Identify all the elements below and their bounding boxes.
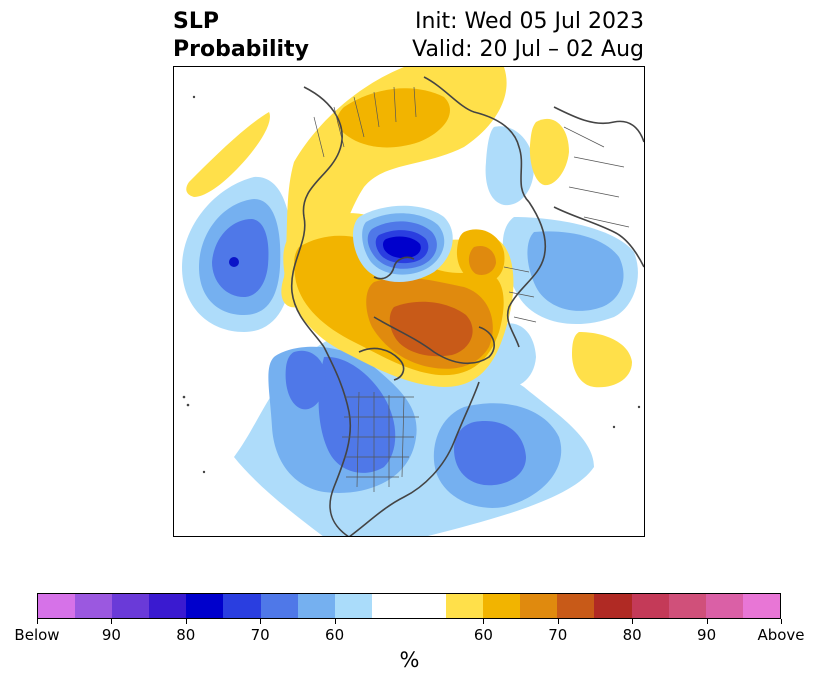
- colorbar-segment: [631, 594, 669, 618]
- chart-title: SLP Probability: [173, 8, 309, 64]
- above-light-region-arctic: [337, 88, 450, 148]
- colorbar-segment: [186, 594, 224, 618]
- colorbar-segment: [297, 594, 335, 618]
- above-faint-region-west: [186, 112, 270, 197]
- colorbar-segment: [705, 594, 743, 618]
- colorbar-tick: [706, 619, 708, 624]
- colorbar-unit-label: %: [399, 648, 420, 672]
- below-mid-region-atlantic: [454, 421, 526, 486]
- colorbar-tick: [632, 619, 634, 624]
- coast-dots: [182, 95, 641, 474]
- coastlines: [290, 76, 644, 536]
- colorbar-segment: [371, 594, 409, 618]
- colorbar-tick-label: 80: [176, 626, 196, 644]
- probability-fields: [182, 67, 638, 536]
- colorbar-tick: [37, 619, 38, 624]
- colorbar-tick-label: 70: [250, 626, 270, 644]
- colorbar-segment: [557, 594, 595, 618]
- colorbar-tick-label: 90: [101, 626, 121, 644]
- below-core-region-pole: [382, 236, 421, 259]
- above-strong-region-central: [389, 301, 473, 357]
- colorbar-segment: [446, 594, 484, 618]
- colorbar-tick-labels: Below 90 80 70 60 60 70 80 90 Above: [14, 626, 804, 646]
- above-mid-region-northeast: [468, 245, 496, 275]
- colorbar-segment: [75, 594, 113, 618]
- colorbar-tick: [260, 619, 262, 624]
- colorbar-tick: [185, 619, 187, 624]
- colorbar-tick: [111, 619, 113, 624]
- colorbar-tick: [557, 619, 559, 624]
- colorbar-segment: [408, 594, 447, 618]
- valid-range: Valid: 20 Jul – 02 Aug: [412, 37, 644, 62]
- above-faint-region-southeast: [572, 332, 632, 388]
- colorbar-tick-label: Above: [757, 626, 805, 644]
- colorbar: [37, 593, 781, 619]
- colorbar-tick-label: 70: [548, 626, 568, 644]
- colorbar-segment: [520, 594, 558, 618]
- colorbar-tick-label: 60: [325, 626, 345, 644]
- country-borders: [313, 86, 630, 492]
- below-mid-region-nw: [285, 350, 326, 410]
- colorbar-segment: [483, 594, 521, 618]
- colorbar-segment: [149, 594, 187, 618]
- below-mid-region-pacific: [212, 219, 269, 297]
- forecast-dates: Init: Wed 05 Jul 2023 Valid: 20 Jul – 02…: [412, 8, 644, 64]
- colorbar-segment: [594, 594, 632, 618]
- colorbar-segment: [112, 594, 150, 618]
- colorbar-tick-label: 80: [622, 626, 642, 644]
- colorbar-segment: [742, 594, 780, 618]
- probability-map: [173, 66, 645, 537]
- title-line-1: SLP: [173, 9, 219, 34]
- above-faint-region-east: [529, 118, 569, 186]
- below-strong-spot-pacific: [229, 257, 239, 267]
- colorbar-segment: [223, 594, 261, 618]
- colorbar-segment: [38, 594, 76, 618]
- colorbar-tick: [483, 619, 485, 624]
- colorbar-segment: [334, 594, 372, 618]
- colorbar-tick-label: 60: [473, 626, 493, 644]
- below-faint-region-asia: [485, 126, 534, 206]
- colorbar-tick-label: Below: [14, 626, 60, 644]
- below-light-region-europe: [527, 231, 624, 311]
- colorbar-segment: [260, 594, 298, 618]
- below-mid-region-na: [318, 356, 396, 473]
- colorbar-segment: [668, 594, 706, 618]
- colorbar-tick: [334, 619, 336, 624]
- above-faint-region-arctic: [281, 67, 507, 308]
- colorbar-tick-label: 90: [697, 626, 717, 644]
- title-line-2: Probability: [173, 37, 309, 62]
- colorbar-tick: [781, 619, 782, 624]
- map-canvas: [182, 67, 644, 536]
- init-date: Init: Wed 05 Jul 2023: [414, 9, 644, 34]
